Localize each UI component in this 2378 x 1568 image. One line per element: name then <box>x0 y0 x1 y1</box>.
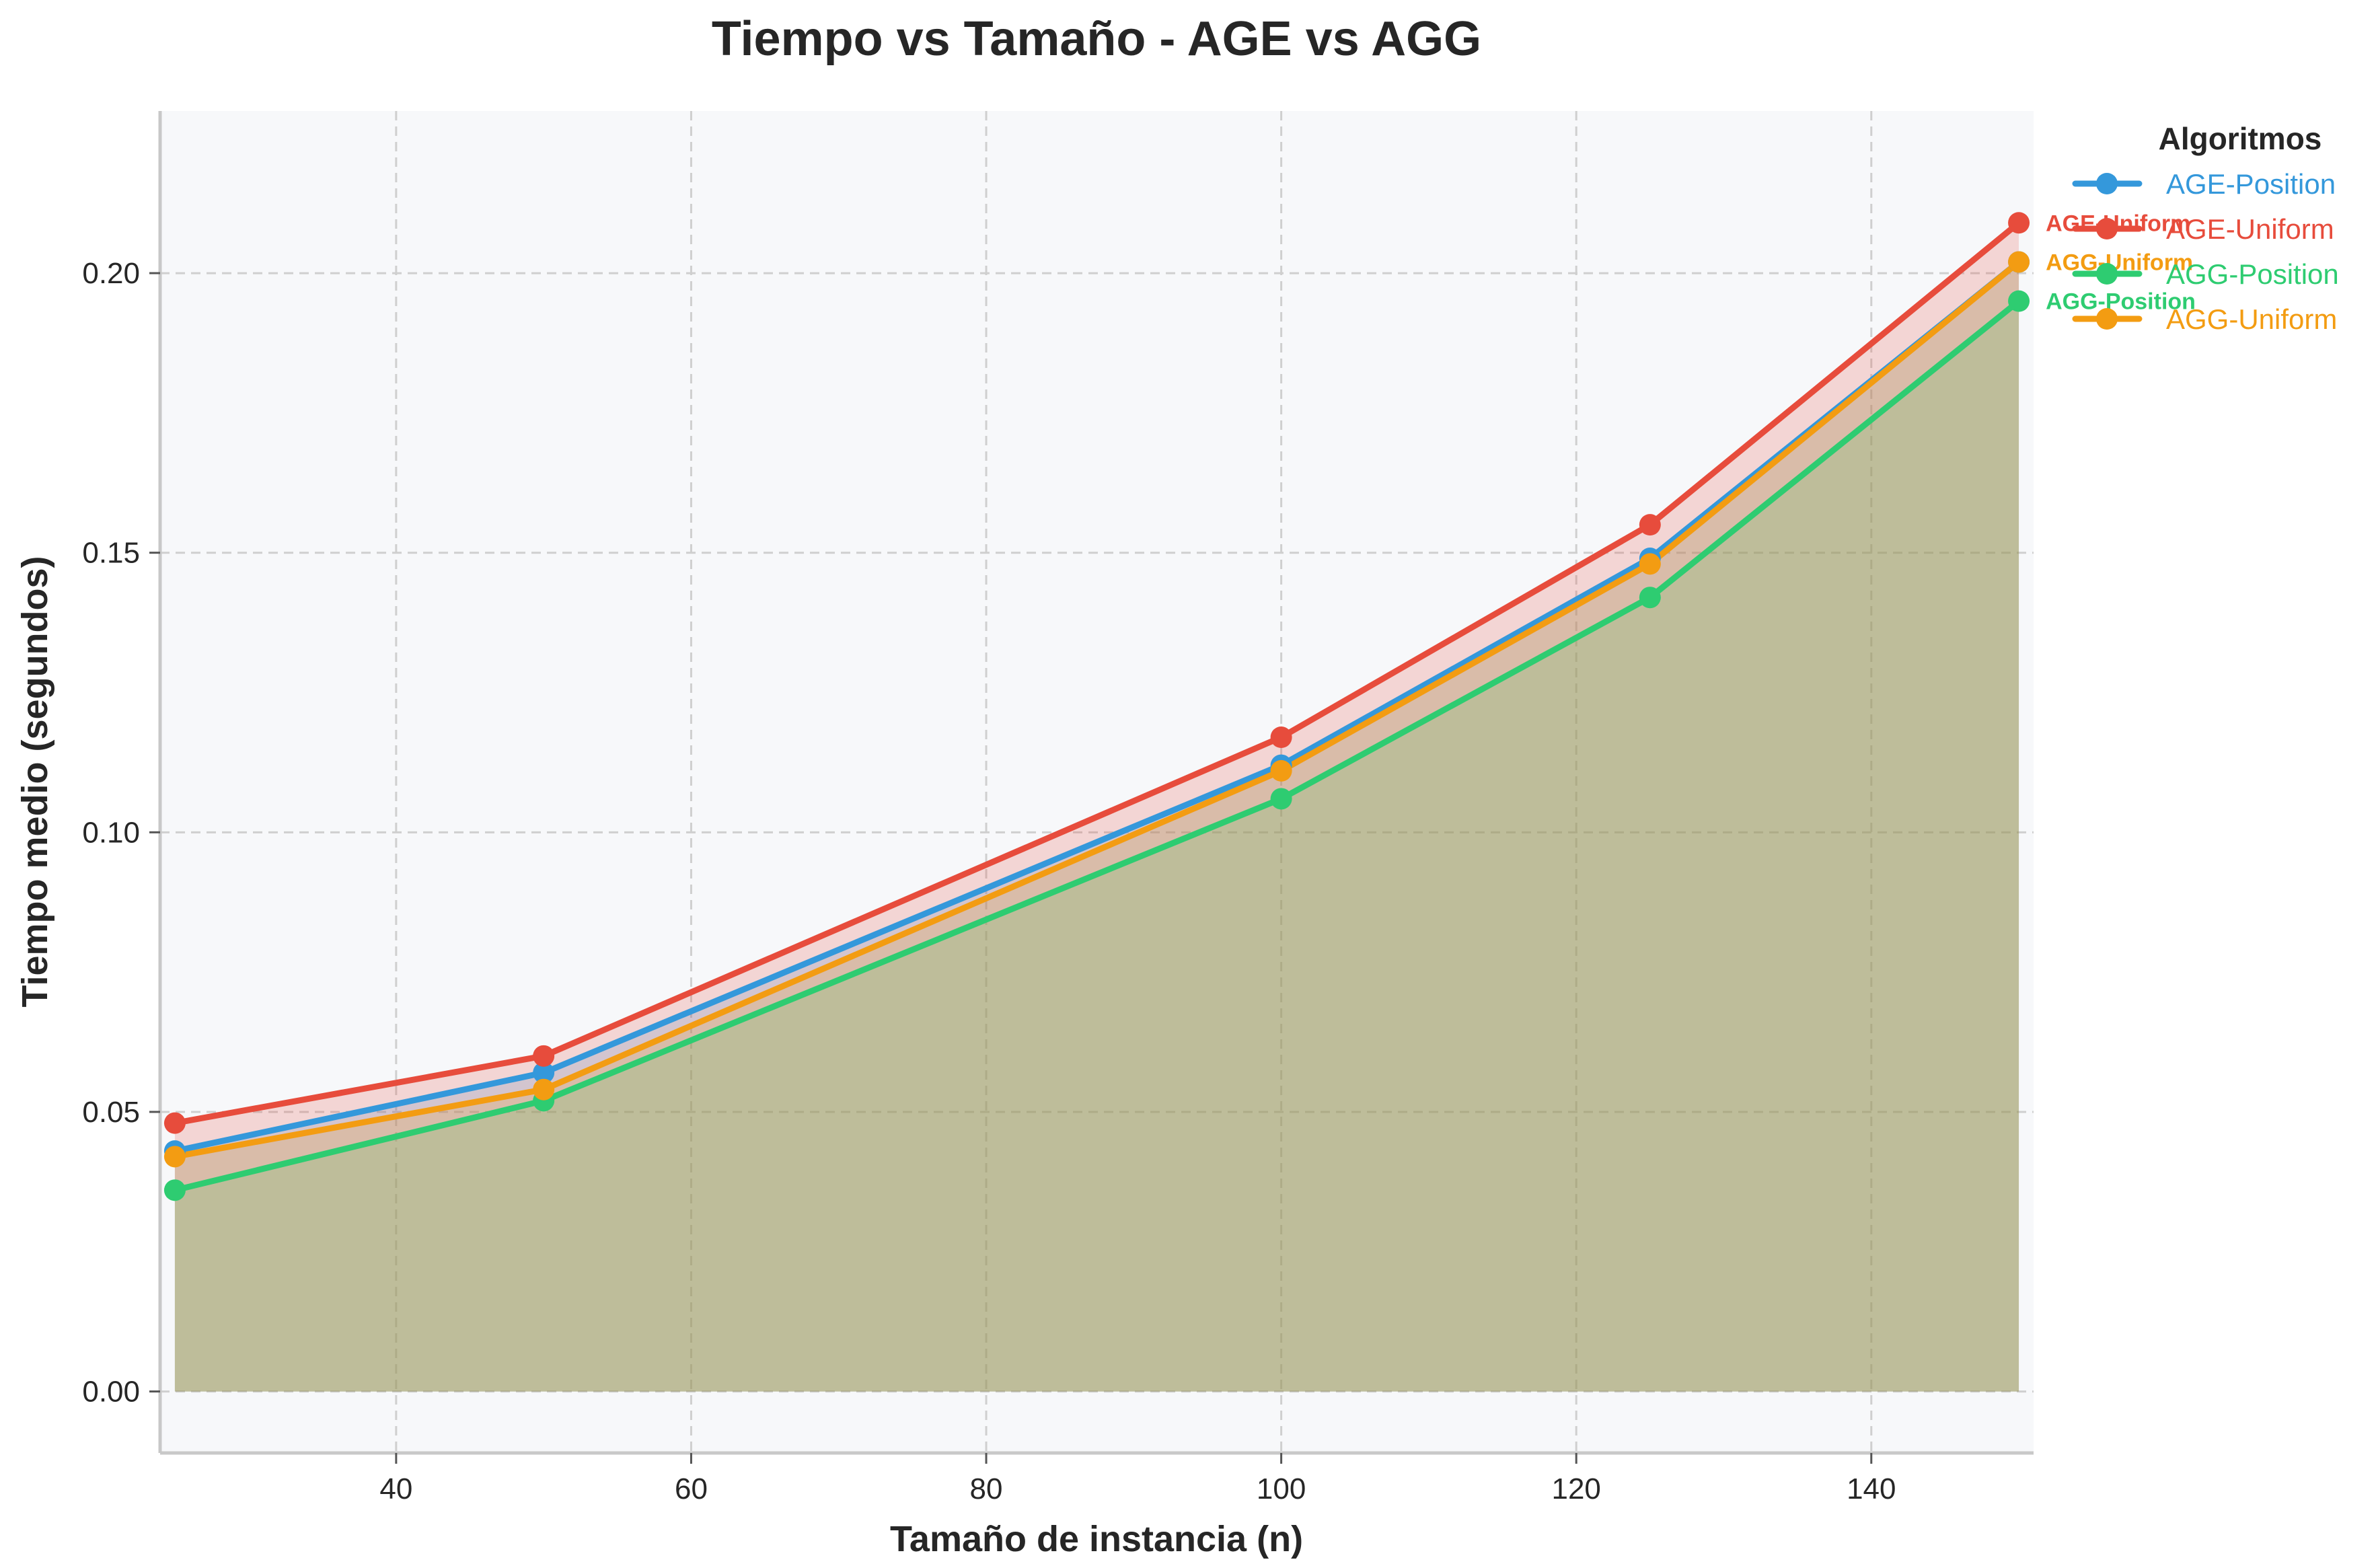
marker-agg-position <box>1639 587 1661 609</box>
legend-label: AGG-Uniform <box>2166 303 2337 335</box>
marker-agg-position <box>1270 788 1292 810</box>
marker-agg-uniform <box>1639 553 1661 575</box>
marker-age-position <box>533 1061 555 1084</box>
x-tick-label: 120 <box>1551 1472 1600 1505</box>
y-tick-label: 0.05 <box>82 1096 140 1129</box>
area-fills <box>174 223 2019 1392</box>
area-agg-position <box>174 301 2019 1392</box>
legend-marker <box>2096 308 2118 330</box>
y-ticks: 0.00 0.05 0.10 0.15 0.20 <box>82 257 160 1409</box>
y-axis-title: Tiempo medio (segundos) <box>15 556 55 1007</box>
legend-label: AGE-Position <box>2166 168 2336 200</box>
x-ticks: 40 60 80 100 120 140 <box>379 1453 1896 1505</box>
marker-age-uniform <box>1270 726 1292 748</box>
legend-label: AGG-Position <box>2166 258 2339 290</box>
axes <box>158 111 2034 1455</box>
legend: Algoritmos AGE-Position AGE-Uniform AGG-Po… <box>2072 121 2339 335</box>
marker-agg-uniform <box>163 1146 186 1168</box>
legend-marker <box>2096 173 2118 194</box>
series-markers <box>163 212 2030 1201</box>
marker-agg-uniform <box>533 1078 555 1100</box>
x-tick-label: 140 <box>1847 1472 1896 1505</box>
legend-marker <box>2096 218 2118 239</box>
x-tick-label: 100 <box>1257 1472 1306 1505</box>
end-label: AGE-Uniform <box>2046 211 2190 236</box>
area-agg-uniform <box>174 262 2019 1392</box>
marker-age-uniform <box>1639 514 1661 536</box>
area-age-position <box>174 262 2019 1392</box>
plot-background <box>160 111 2034 1453</box>
marker-age-uniform <box>163 1112 186 1134</box>
marker-age-uniform <box>533 1045 555 1067</box>
grid <box>160 111 2034 1453</box>
marker-agg-position <box>2008 290 2030 312</box>
legend-marker <box>2096 263 2118 285</box>
marker-agg-uniform <box>2008 251 2030 273</box>
y-tick-label: 0.15 <box>82 537 140 570</box>
y-tick-label: 0.10 <box>82 816 140 849</box>
chart-title: Tiempo vs Tamaño - AGE vs AGG <box>712 12 1481 66</box>
x-axis-title: Tamaño de instancia (n) <box>890 1519 1303 1559</box>
x-tick-label: 80 <box>970 1472 1003 1505</box>
legend-title: Algoritmos <box>2159 121 2322 156</box>
marker-agg-position <box>163 1179 186 1201</box>
x-tick-label: 60 <box>675 1472 708 1505</box>
y-tick-label: 0.20 <box>82 257 140 290</box>
x-tick-label: 40 <box>379 1472 412 1505</box>
area-age-uniform <box>174 223 2019 1392</box>
marker-agg-uniform <box>1270 759 1292 782</box>
legend-label: AGE-Uniform <box>2166 213 2334 245</box>
end-label: AGG-Position <box>2046 289 2196 315</box>
y-tick-label: 0.00 <box>82 1376 140 1409</box>
marker-age-uniform <box>2008 212 2030 234</box>
